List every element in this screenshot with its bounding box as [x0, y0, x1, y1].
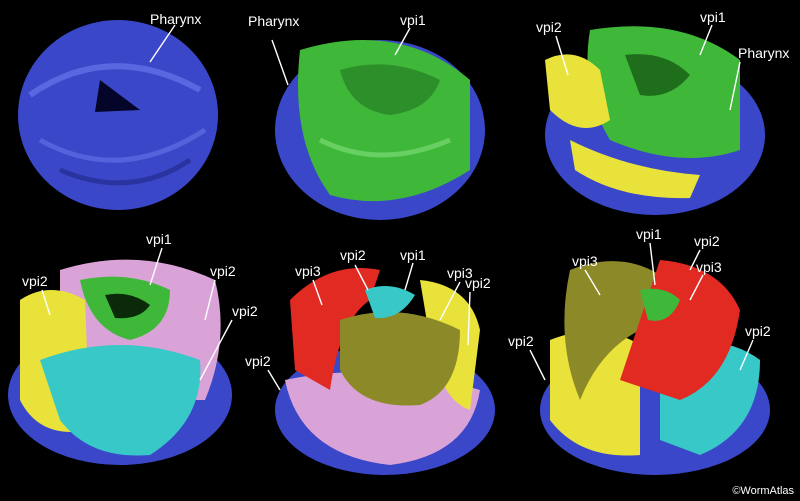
panel-1-pharynx-model — [18, 20, 218, 210]
panel-3-label-vpi1: vpi1 — [700, 9, 726, 25]
panel-3-label-pharynx: Pharynx — [738, 45, 789, 61]
panel-6-label-vpi3-left: vpi3 — [572, 253, 598, 269]
panel-3-vpi2-model — [545, 26, 765, 215]
panel-6-label-vpi1: vpi1 — [636, 226, 662, 242]
panel-4-label-vpi1: vpi1 — [146, 231, 172, 247]
panel-4-vpi2-multi-model — [8, 259, 232, 465]
leader-lines — [41, 24, 754, 391]
panel-5-label-vpi2-left: vpi2 — [245, 353, 271, 369]
panel-2-label-pharynx: Pharynx — [248, 13, 299, 29]
panel-6-label-vpi2-top: vpi2 — [694, 233, 720, 249]
panel-6-label-vpi3-right: vpi3 — [696, 259, 722, 275]
panel-5-label-vpi3-right: vpi3 — [447, 265, 473, 281]
panel-6-label-vpi2-right: vpi2 — [745, 323, 771, 339]
panel-6-label-vpi2-left: vpi2 — [508, 333, 534, 349]
panel-5-label-vpi3-left: vpi3 — [295, 263, 321, 279]
credit-text: ©WormAtlas — [732, 485, 794, 497]
panel-5-label-vpi2-top: vpi2 — [340, 247, 366, 263]
panel-4-label-vpi2-left: vpi2 — [22, 273, 48, 289]
panel-3-label-vpi2: vpi2 — [536, 19, 562, 35]
panel-2-label-vpi1: vpi1 — [400, 12, 426, 28]
panel-4-label-vpi2-right: vpi2 — [232, 303, 258, 319]
panel-2-vpi1-model — [275, 40, 485, 220]
panel-5-label-vpi1: vpi1 — [400, 247, 426, 263]
panel-1-label-pharynx: Pharynx — [150, 11, 201, 27]
panel-5-label-vpi2-right: vpi2 — [465, 275, 491, 291]
panel-4-label-vpi2-top-right: vpi2 — [210, 263, 236, 279]
panel-6-vpi-composite-model — [540, 260, 770, 475]
panel-5-vpi3-model — [275, 268, 495, 475]
